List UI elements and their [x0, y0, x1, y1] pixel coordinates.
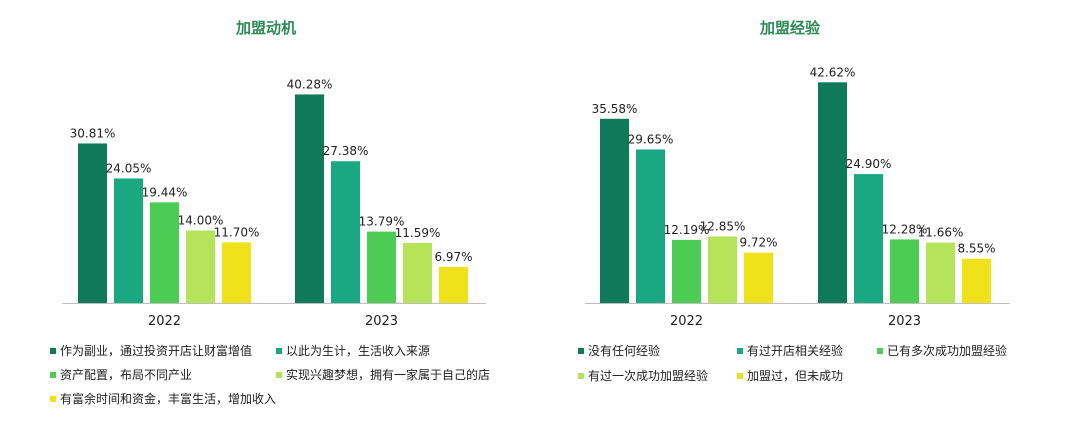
bar — [222, 242, 251, 303]
data-label: 35.58% — [592, 102, 638, 116]
data-label: 29.65% — [628, 132, 674, 146]
bar — [890, 239, 919, 303]
chart-title: 加盟经验 — [759, 19, 821, 37]
data-label: 19.44% — [142, 185, 188, 199]
bar — [78, 143, 107, 303]
x-tick-label: 2023 — [888, 314, 921, 329]
legend-swatch — [578, 373, 584, 379]
bar — [636, 149, 665, 303]
bar — [672, 239, 701, 303]
bar — [114, 178, 143, 303]
bar — [854, 174, 883, 303]
legend-label: 以此为生计，生活收入来源 — [286, 344, 430, 358]
bar — [744, 252, 773, 303]
x-tick-label: 2023 — [365, 314, 398, 329]
data-label: 11.59% — [395, 226, 441, 240]
legend-label: 实现兴趣梦想，拥有一家属于自己的店 — [286, 367, 490, 382]
data-label: 8.55% — [957, 242, 995, 256]
legend-label: 没有任何经验 — [588, 343, 660, 358]
data-label: 24.05% — [106, 161, 152, 175]
legend-swatch — [276, 348, 282, 354]
data-label: 30.81% — [70, 126, 116, 140]
data-label: 13.79% — [359, 215, 405, 229]
legend-label: 已有多次成功加盟经验 — [887, 343, 1007, 358]
legend-label: 加盟过，但未成功 — [747, 369, 843, 383]
legend-swatch — [737, 373, 743, 379]
data-label: 12.19% — [664, 223, 710, 237]
bar — [439, 266, 468, 303]
chart-title: 加盟动机 — [235, 19, 296, 37]
legend-swatch — [578, 348, 584, 354]
legend-swatch — [737, 348, 743, 354]
bar — [367, 231, 396, 303]
data-label: 42.62% — [810, 65, 856, 79]
legend-label: 有过开店相关经验 — [747, 343, 843, 358]
legend-swatch — [50, 348, 56, 354]
data-label: 9.72% — [739, 236, 777, 250]
data-label: 40.28% — [287, 77, 333, 91]
bar — [150, 202, 179, 303]
legend-swatch — [50, 396, 56, 402]
x-tick-label: 2022 — [148, 314, 181, 329]
data-label: 24.90% — [846, 157, 892, 171]
bar — [818, 82, 847, 303]
data-label: 6.97% — [434, 250, 472, 264]
data-label: 27.38% — [323, 144, 369, 158]
data-label: 12.28% — [882, 222, 928, 236]
x-tick-label: 2022 — [670, 314, 703, 329]
bar — [962, 258, 991, 303]
data-label: 12.85% — [700, 219, 746, 233]
bar — [600, 118, 629, 304]
data-label: 11.66% — [918, 226, 964, 240]
legend-label: 有富余时间和资金，丰富生活，增加收入 — [60, 391, 276, 406]
bar — [331, 161, 360, 303]
legend-label: 资产配置，布局不同产业 — [60, 368, 192, 382]
legend-label: 作为副业，通过投资开店让财富增值 — [60, 343, 252, 358]
bar — [295, 94, 324, 303]
legend-swatch — [50, 372, 56, 378]
data-label: 14.00% — [178, 214, 224, 228]
bar — [403, 242, 432, 303]
bar — [926, 242, 955, 303]
legend-label: 有过一次成功加盟经验 — [588, 368, 708, 383]
bar — [186, 230, 215, 303]
legend-swatch — [877, 348, 883, 354]
bar — [708, 236, 737, 303]
legend-swatch — [276, 372, 282, 378]
data-label: 11.70% — [214, 225, 260, 239]
